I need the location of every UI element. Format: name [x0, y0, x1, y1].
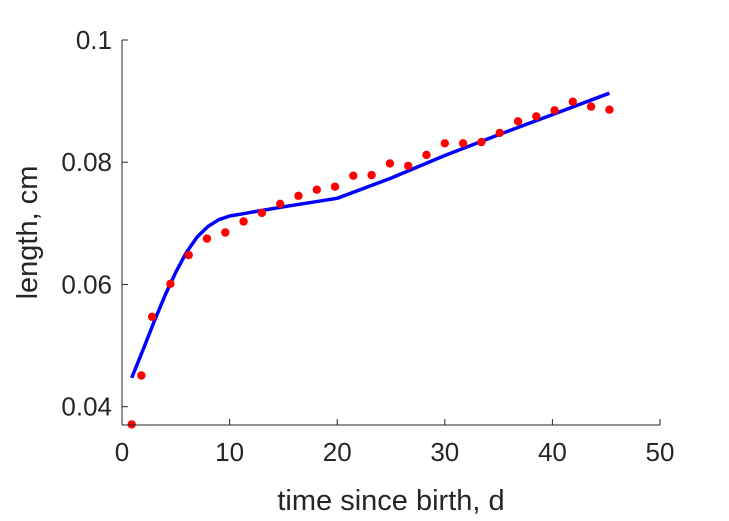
data-point	[239, 217, 248, 226]
x-tick-label: 50	[646, 437, 675, 467]
data-point	[276, 199, 285, 208]
data-point	[137, 371, 146, 380]
x-tick-label: 0	[115, 437, 129, 467]
data-point	[422, 150, 431, 160]
data-point	[127, 420, 136, 429]
y-tick-label: 0.06	[61, 269, 112, 299]
data-point	[404, 161, 413, 171]
plot-lines	[130, 91, 611, 379]
data-point	[166, 279, 175, 288]
data-point	[184, 250, 193, 260]
data-point	[513, 117, 523, 126]
data-point	[532, 112, 541, 121]
data-point	[586, 102, 596, 111]
data-point	[294, 191, 303, 200]
data-point	[257, 208, 267, 218]
x-axis-label: time since birth, d	[277, 485, 504, 517]
y-axis-label: length, cm	[12, 166, 44, 300]
y-ticks: 0.04 0.06 0.08 0.1	[61, 25, 128, 422]
x-tick-label: 20	[323, 437, 352, 467]
data-point	[605, 105, 614, 114]
data-point	[385, 159, 395, 168]
x-tick-label: 10	[215, 437, 244, 467]
axes: 0 10 20 30 40 50 0.04 0.06 0.08 0.1	[61, 25, 674, 467]
y-tick-label: 0.08	[61, 147, 112, 177]
data-point	[477, 137, 486, 147]
fit-line	[130, 91, 611, 379]
data-point	[440, 139, 449, 148]
x-tick-label: 30	[430, 437, 459, 467]
x-ticks: 0 10 20 30 40 50	[115, 419, 675, 467]
data-point	[367, 170, 376, 180]
x-tick-label: 40	[538, 437, 567, 467]
data-point	[458, 139, 468, 148]
data-point	[221, 228, 230, 237]
plot-points	[127, 97, 614, 429]
data-point	[550, 106, 559, 115]
data-point	[202, 234, 212, 243]
data-point	[349, 171, 358, 180]
y-tick-label: 0.04	[61, 392, 112, 422]
data-point	[495, 128, 504, 138]
data-point	[312, 185, 321, 194]
data-point	[330, 182, 340, 191]
y-tick-label: 0.1	[76, 25, 112, 55]
data-point	[568, 97, 577, 106]
data-point	[147, 312, 157, 321]
